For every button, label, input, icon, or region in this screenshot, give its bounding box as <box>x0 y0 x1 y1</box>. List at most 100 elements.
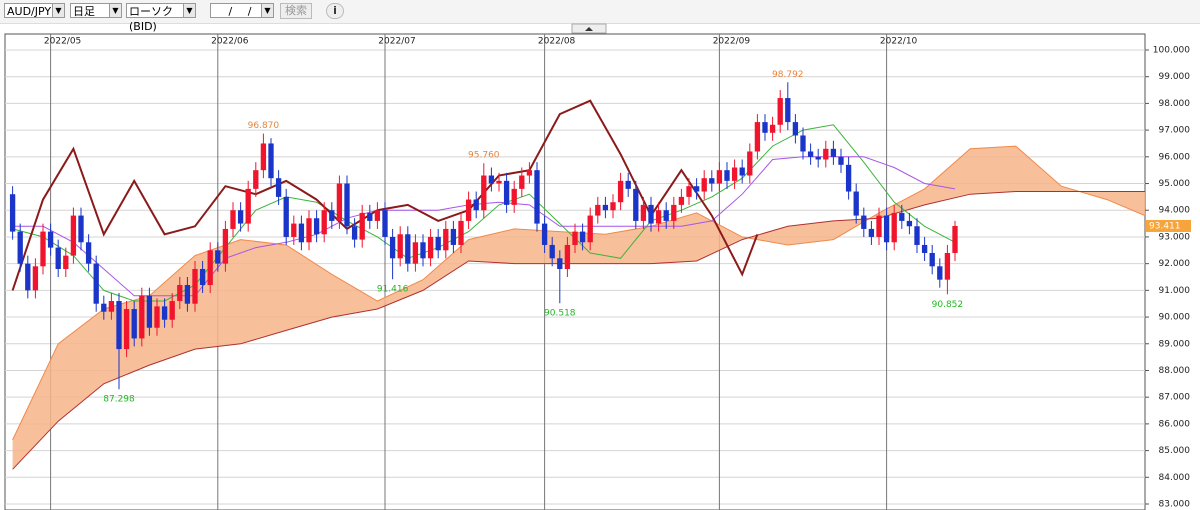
candle-body <box>329 210 335 221</box>
candle-body <box>557 258 563 269</box>
candle-body <box>534 170 540 224</box>
candle-body <box>541 223 548 245</box>
candle-body <box>883 215 890 243</box>
collapse-icon <box>585 27 593 31</box>
candle-body <box>260 143 267 171</box>
candle-body <box>709 178 715 184</box>
extreme-label: 87.298 <box>103 395 135 405</box>
y-tick-label: 87.000 <box>1159 393 1191 403</box>
x-tick-label: 2022/09 <box>713 37 751 47</box>
candle-body <box>595 204 601 216</box>
dropdown-arrow[interactable]: ▼ <box>109 3 122 18</box>
extreme-label: 90.518 <box>544 309 576 319</box>
candle-body <box>807 151 814 157</box>
candle-body <box>443 228 449 251</box>
y-tick-label: 93.000 <box>1159 232 1191 242</box>
candle-body <box>914 226 920 245</box>
cloud <box>12 146 1146 470</box>
y-tick-label: 89.000 <box>1159 339 1191 349</box>
candle-body <box>519 175 525 189</box>
candle-body <box>405 234 411 264</box>
candle-body <box>564 244 571 269</box>
candle-body <box>382 210 388 237</box>
candle-body <box>192 268 198 304</box>
info-button[interactable]: i <box>326 3 344 19</box>
extreme-label: 98.792 <box>772 70 804 80</box>
x-tick-label: 2022/08 <box>538 37 576 47</box>
candle-body <box>944 252 951 280</box>
candle-body <box>199 268 206 286</box>
candle-body <box>177 285 183 302</box>
candle-body <box>131 309 137 339</box>
candle-body <box>503 180 510 205</box>
candle-body <box>663 210 669 221</box>
candle-body <box>937 266 943 280</box>
toolbar: AUD/JPY ▼ 日足 ▼ ローソク(BID) ▼ / / ▼ 検索 i <box>0 0 1200 33</box>
candle-body <box>830 148 837 157</box>
y-tick-label: 99.000 <box>1159 72 1191 82</box>
y-tick-label: 97.000 <box>1159 126 1191 136</box>
dropdown-arrow[interactable]: ▼ <box>261 3 274 18</box>
candle-body <box>253 170 259 189</box>
candle-body <box>344 183 350 227</box>
y-tick-label: 94.000 <box>1159 206 1191 216</box>
candle-body <box>602 204 609 211</box>
candle-body <box>481 175 487 211</box>
candle-body <box>298 223 305 243</box>
date-input[interactable]: / / <box>210 3 274 18</box>
y-tick-label: 98.000 <box>1159 99 1191 109</box>
candle-body <box>549 244 555 259</box>
candle-body <box>78 215 84 243</box>
candle-body <box>321 210 327 235</box>
candle-body <box>800 135 806 152</box>
candle-body <box>861 215 867 229</box>
candle-body <box>762 122 768 133</box>
candle-body <box>222 228 229 264</box>
y-tick-label: 85.000 <box>1159 446 1191 456</box>
candle-body <box>473 199 479 211</box>
candle-body <box>116 301 122 350</box>
candle-body <box>488 175 495 184</box>
candle-body <box>610 202 616 211</box>
candle-body <box>572 231 578 245</box>
y-tick-label: 100.000 <box>1153 46 1190 56</box>
candle-body <box>739 167 745 176</box>
candle-body <box>154 306 160 328</box>
candle-body <box>108 301 115 312</box>
candle-body <box>792 122 799 136</box>
candle-body <box>625 180 631 189</box>
candle-body <box>678 196 685 205</box>
candle-body <box>427 236 434 259</box>
candle-body <box>93 263 99 304</box>
dropdown-arrow[interactable]: ▼ <box>183 3 196 18</box>
candle-body <box>245 188 251 224</box>
candle-body <box>412 242 419 264</box>
candle-body <box>716 170 723 184</box>
search-button[interactable]: 検索 <box>280 3 312 19</box>
y-tick-label: 83.000 <box>1159 500 1191 510</box>
candle-body <box>724 170 730 181</box>
candle-body <box>876 215 882 237</box>
candle-body <box>397 234 403 259</box>
candle-body <box>640 204 647 221</box>
candle-body <box>633 188 639 221</box>
candle-body <box>420 242 426 259</box>
y-tick-label: 90.000 <box>1159 313 1191 323</box>
x-tick-label: 2022/07 <box>378 37 415 47</box>
last-price-box <box>1146 219 1191 232</box>
chart-type-select[interactable]: ローソク(BID) <box>126 3 196 33</box>
candle-body <box>921 244 928 253</box>
candle-body <box>367 212 373 221</box>
candle-body <box>579 231 586 243</box>
candle-body <box>40 231 46 267</box>
candle-body <box>815 156 821 160</box>
candle-body <box>450 228 457 245</box>
candle-body <box>283 196 289 237</box>
candle-body <box>496 180 502 184</box>
candle-body <box>777 98 783 125</box>
candle-body <box>435 236 441 251</box>
candle-body <box>207 250 213 286</box>
dropdown-arrow[interactable]: ▼ <box>52 3 65 18</box>
candle-body <box>823 148 829 160</box>
